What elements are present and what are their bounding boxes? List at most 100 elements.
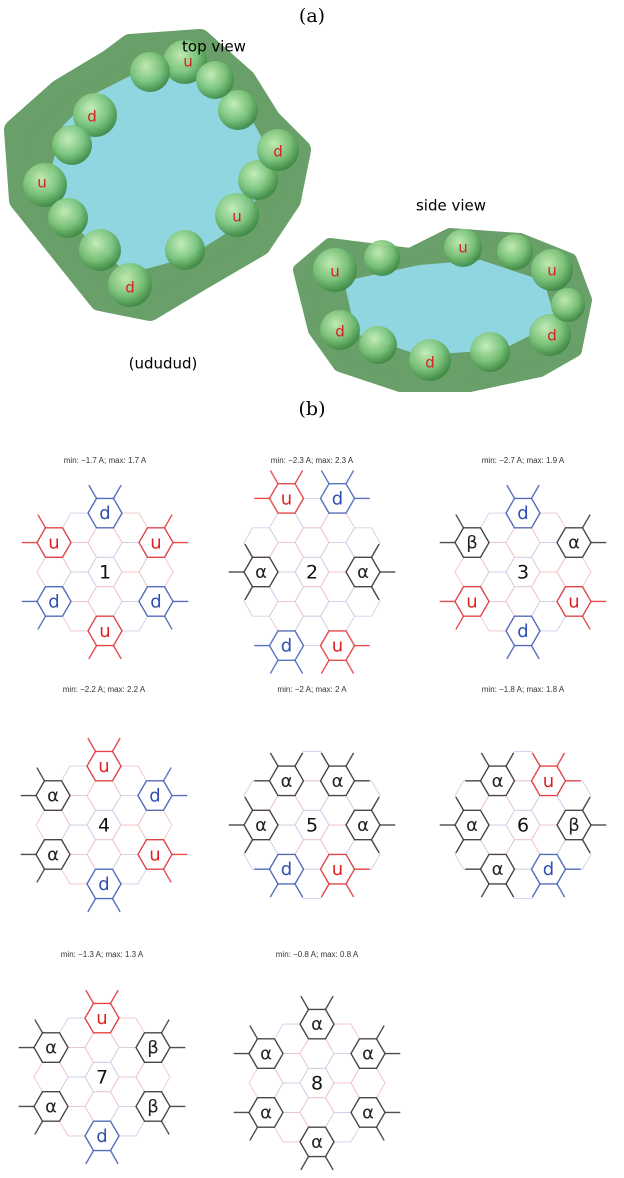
ring-bond <box>112 484 122 499</box>
lattice-ring <box>35 809 71 841</box>
ring-bond <box>320 659 330 674</box>
lattice-ring <box>530 795 567 826</box>
ring-label: α <box>492 771 504 792</box>
diagram-number: 2 <box>306 562 318 584</box>
diagram-caption: min: −1.3 A; max: 1.3 A <box>61 950 144 959</box>
ring-bond <box>269 659 279 674</box>
diagram-number: 5 <box>306 815 318 837</box>
panel-label: (b) <box>299 398 326 420</box>
lattice-ring <box>60 765 97 797</box>
ring-label: u <box>96 1008 107 1029</box>
lattice-ring <box>505 527 541 558</box>
diagram-caption: min: −2.7 A; max: 1.9 A <box>482 456 565 465</box>
ring-bond <box>88 645 98 660</box>
lattice-ring <box>454 839 490 870</box>
ring-label: d <box>98 874 109 895</box>
lattice-ring <box>268 571 305 602</box>
ring-label: α <box>260 1102 272 1123</box>
ring-bond <box>36 767 46 782</box>
lattice-ring <box>36 556 72 588</box>
ring-bond <box>109 1150 119 1165</box>
ring-bond <box>455 839 465 854</box>
panel-label: (a) <box>299 5 325 27</box>
lattice-ring <box>294 868 330 900</box>
ring-bond <box>505 752 515 767</box>
ring-label: α <box>255 815 267 836</box>
lattice-ring <box>505 750 541 782</box>
lattice-ring <box>530 512 567 544</box>
ring-bond <box>34 1120 44 1135</box>
ring-bond <box>111 737 121 752</box>
lattice-ring <box>243 839 279 870</box>
ring-bond <box>294 470 304 485</box>
ring-label: α <box>332 771 344 792</box>
ring-bond <box>505 883 515 898</box>
ring-label: α <box>492 859 504 880</box>
ring-bond <box>109 989 119 1004</box>
ring-label: u <box>149 844 160 865</box>
lattice-ring <box>294 615 330 647</box>
ring-bond <box>581 796 591 811</box>
ring-bond <box>36 868 46 883</box>
lattice-ring <box>324 1023 361 1055</box>
ring-label: u <box>99 621 110 642</box>
ring-bond <box>480 883 490 898</box>
lattice-ring <box>243 527 279 558</box>
side-view-label: d <box>547 327 557 345</box>
ring-bond <box>87 898 97 913</box>
ring-bond <box>244 839 254 854</box>
ring-bond <box>370 839 380 854</box>
ring-label: α <box>311 1014 323 1035</box>
lattice-ring <box>268 512 305 544</box>
ring-label: d <box>150 591 161 612</box>
ring-bond <box>85 1150 95 1165</box>
ring-bond <box>244 586 254 601</box>
ring-bond <box>480 752 490 767</box>
lattice-ring <box>324 1082 361 1113</box>
lattice-ring <box>137 809 173 841</box>
lattice-ring <box>87 527 123 558</box>
lattice-ring <box>33 1061 69 1093</box>
ring-bond <box>294 752 304 767</box>
lattice-ring <box>109 1105 146 1137</box>
lattice-ring <box>345 527 381 558</box>
ring-bond <box>530 484 540 499</box>
lattice-ring <box>454 780 490 811</box>
lattice-ring <box>530 571 567 602</box>
diagram-number: 7 <box>96 1067 108 1089</box>
lattice-ring <box>454 556 490 588</box>
lattice-ring <box>273 1111 310 1143</box>
diagram-caption: min: −0.8 A; max: 0.8 A <box>276 950 359 959</box>
diagram-number: 1 <box>99 562 111 584</box>
ring-bond <box>160 1019 170 1034</box>
lattice-ring <box>243 586 279 617</box>
ring-label: α <box>281 771 293 792</box>
lattice-ring <box>505 586 541 617</box>
lattice-ring <box>505 839 541 870</box>
ring-bond <box>530 645 540 660</box>
ring-label: d <box>99 503 110 524</box>
lattice-ring <box>109 1076 146 1107</box>
lattice-ring <box>268 600 305 632</box>
ring-bond <box>581 615 591 630</box>
lattice-ring <box>268 824 305 855</box>
ring-bond <box>345 659 355 674</box>
ring-label: α <box>45 1038 57 1059</box>
lattice-ring <box>505 780 541 811</box>
ring-label: β <box>147 1038 159 1059</box>
diagram-caption: min: −2.2 A; max: 2.2 A <box>63 685 146 694</box>
lattice-ring <box>111 824 148 855</box>
lattice-ring <box>87 586 123 617</box>
side-view-label: d <box>335 323 345 341</box>
top-view-label: d <box>87 108 97 126</box>
ring-label: d <box>281 636 292 657</box>
ring-bond <box>581 514 591 529</box>
ring-bond <box>160 1120 170 1135</box>
lattice-ring <box>273 1082 310 1113</box>
lattice-ring <box>248 1067 284 1099</box>
lattice-ring <box>479 512 516 544</box>
lattice-ring <box>111 853 148 885</box>
ring-label: u <box>543 771 554 792</box>
ring-bond <box>111 898 121 913</box>
ring-bond <box>320 470 330 485</box>
